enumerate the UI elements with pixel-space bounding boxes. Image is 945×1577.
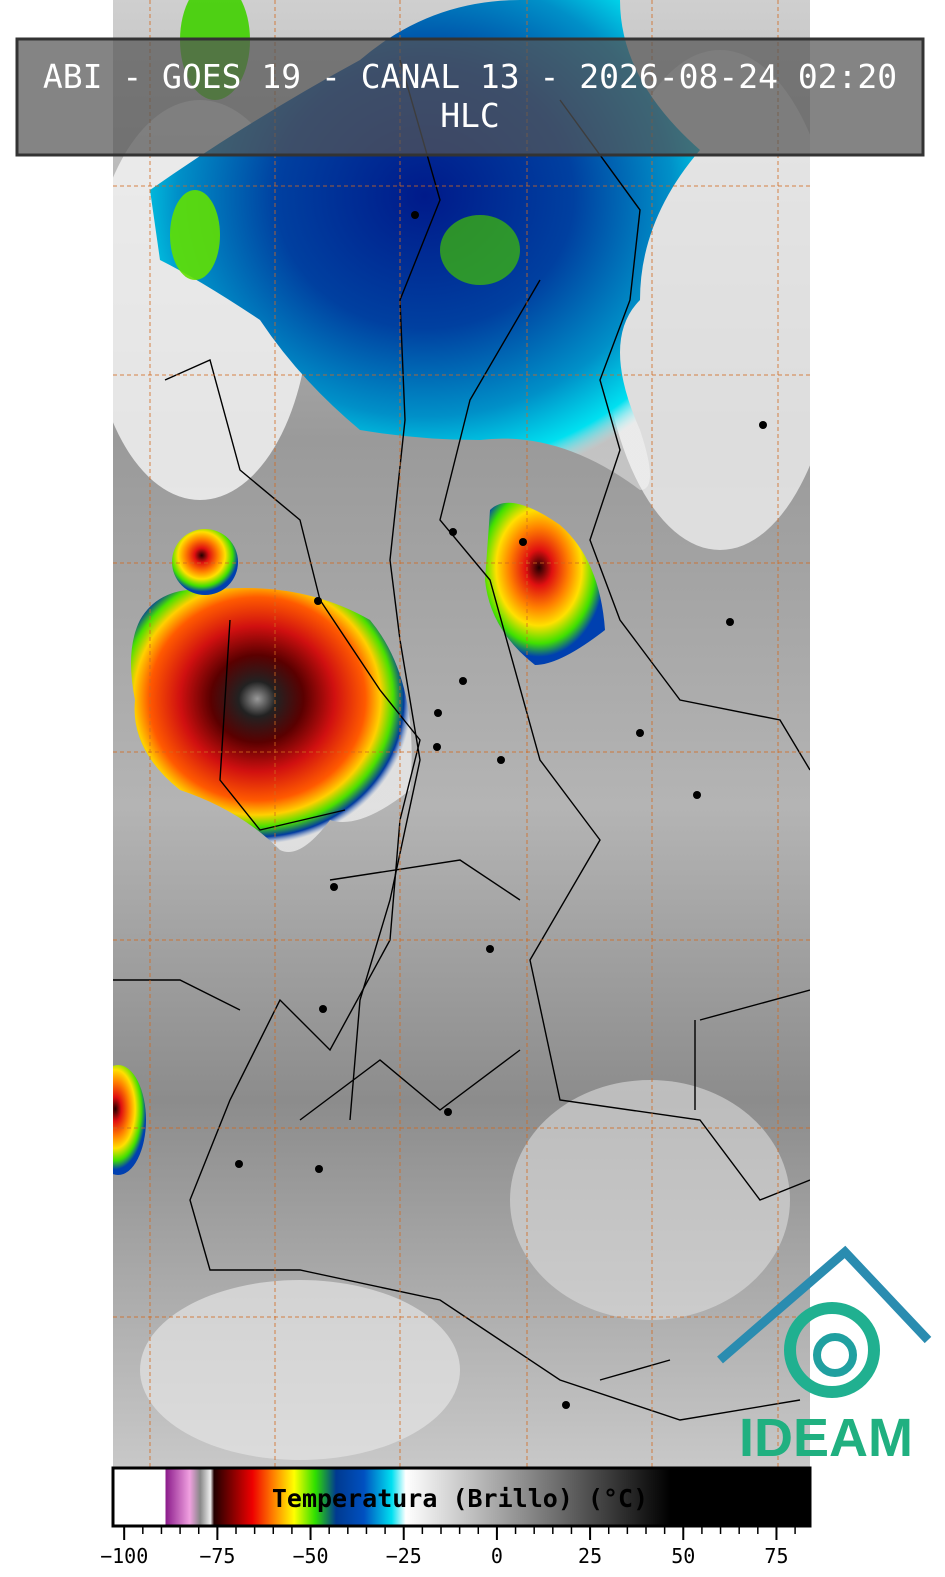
tick-label: −25 [386, 1544, 422, 1568]
title: ABI - GOES 19 - CANAL 13 - 2026-08-24 02… [43, 57, 897, 96]
tick-label: 25 [578, 1544, 602, 1568]
header: ABI - GOES 19 - CANAL 13 - 2026-08-24 02… [15, 37, 925, 157]
tick-label: 0 [491, 1544, 503, 1568]
tick-label: −50 [292, 1544, 328, 1568]
borders [113, 59, 810, 1421]
tick-label: −100 [100, 1544, 148, 1568]
convective-cell [172, 529, 238, 595]
colorbar-label: Temperatura (Brillo) (°C) [272, 1484, 648, 1513]
cities [235, 211, 767, 1409]
logo-roof [717, 1245, 932, 1364]
tick-label: −75 [199, 1544, 235, 1568]
tick-label: 50 [671, 1544, 695, 1568]
header-box [15, 37, 925, 157]
map [113, 0, 810, 1467]
logo-swirl [784, 1302, 880, 1398]
logo: IDEAM [717, 1245, 932, 1468]
cold-cloud-top [440, 215, 520, 285]
cloud [140, 1280, 460, 1460]
logo-text: IDEAM [739, 1408, 913, 1468]
convective-cell [113, 1065, 146, 1175]
cloud [510, 1080, 790, 1320]
convective-cell [485, 502, 605, 665]
logo-swirl [813, 1333, 857, 1377]
cold-cloud-top [170, 190, 220, 280]
colorbar: Temperatura (Brillo) (°C) −100 −75 −50 −25 0… [100, 1466, 812, 1568]
convective-cell [131, 588, 412, 852]
tick-label: 75 [764, 1544, 788, 1568]
subtitle: HLC [440, 96, 500, 135]
colorbar-scale [111, 1466, 812, 1528]
